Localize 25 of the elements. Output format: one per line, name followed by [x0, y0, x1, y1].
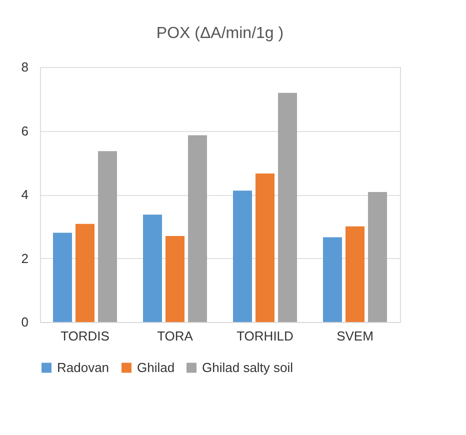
bar: [98, 151, 117, 322]
x-tick-label: SVEM: [336, 328, 374, 344]
bar: [278, 92, 297, 322]
legend-label: Ghilad salty soil: [202, 360, 294, 375]
bar: [233, 190, 252, 322]
bar: [53, 232, 72, 322]
y-tick-label: 2: [21, 250, 28, 266]
bar: [368, 192, 387, 322]
legend-label: Radovan: [57, 360, 110, 375]
bar: [346, 226, 364, 322]
bar: [256, 173, 274, 322]
x-tick-label: TORDIS: [60, 328, 110, 344]
legend-label: Ghilad: [137, 360, 175, 375]
bar: [166, 236, 184, 322]
y-tick-label: 8: [21, 60, 28, 74]
y-tick-label: 0: [21, 314, 28, 330]
bar: [143, 214, 162, 322]
y-tick-label: 4: [21, 187, 28, 202]
x-tick-label: TORHILD: [236, 328, 294, 344]
bar: [76, 224, 94, 322]
x-tick-label: TORA: [157, 328, 194, 344]
chart-title: POX (ΔA/min/1g ): [156, 25, 284, 42]
bar: [188, 135, 207, 322]
y-tick-label: 6: [21, 123, 28, 138]
bar: [323, 237, 342, 322]
